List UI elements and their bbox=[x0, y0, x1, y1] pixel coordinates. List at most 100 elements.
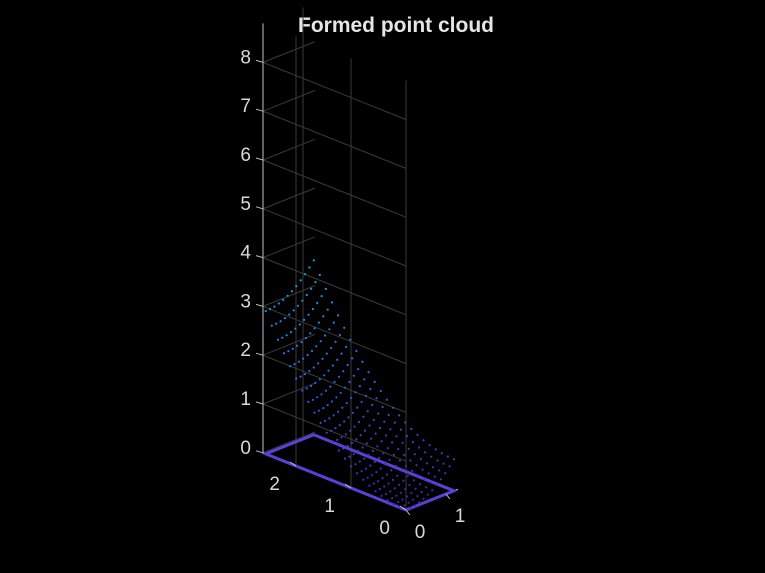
z-tick-mark bbox=[255, 157, 264, 161]
point bbox=[383, 420, 386, 423]
point bbox=[269, 308, 272, 311]
point bbox=[404, 421, 407, 424]
point bbox=[432, 466, 435, 469]
point bbox=[356, 472, 359, 475]
point bbox=[403, 453, 406, 457]
point bbox=[331, 440, 334, 443]
point bbox=[376, 445, 379, 448]
point bbox=[379, 389, 382, 393]
point bbox=[319, 421, 322, 424]
point bbox=[312, 259, 315, 262]
point bbox=[430, 455, 433, 458]
point bbox=[377, 456, 381, 460]
point bbox=[407, 501, 410, 504]
point bbox=[404, 488, 407, 491]
point bbox=[327, 369, 330, 372]
point bbox=[316, 301, 319, 304]
point bbox=[349, 338, 352, 341]
grid-line bbox=[261, 89, 407, 169]
point bbox=[293, 363, 296, 366]
z-tick-mark bbox=[255, 59, 264, 63]
point bbox=[295, 377, 298, 380]
point bbox=[356, 406, 359, 409]
point bbox=[350, 465, 353, 468]
point bbox=[325, 431, 328, 434]
y-tick-label: 0 bbox=[379, 518, 390, 539]
point bbox=[421, 468, 424, 471]
point bbox=[403, 504, 406, 507]
point bbox=[426, 493, 429, 496]
point bbox=[422, 497, 425, 500]
z-tick-label: 6 bbox=[240, 145, 251, 166]
point bbox=[350, 396, 353, 399]
point bbox=[299, 375, 302, 378]
point bbox=[423, 477, 426, 481]
point bbox=[312, 366, 315, 369]
z-tick-label: 5 bbox=[240, 194, 251, 215]
point bbox=[303, 318, 306, 321]
point bbox=[395, 435, 398, 438]
point bbox=[409, 459, 412, 462]
point bbox=[322, 315, 325, 318]
point bbox=[337, 375, 341, 378]
point bbox=[350, 441, 354, 444]
point bbox=[306, 353, 309, 357]
point bbox=[351, 357, 354, 360]
point bbox=[429, 481, 432, 484]
point bbox=[416, 433, 419, 436]
point bbox=[374, 432, 377, 435]
point bbox=[344, 345, 348, 348]
point bbox=[360, 470, 363, 473]
point bbox=[383, 485, 386, 488]
point bbox=[318, 378, 321, 381]
point bbox=[326, 308, 329, 311]
point bbox=[303, 373, 307, 376]
point bbox=[427, 472, 430, 475]
point bbox=[322, 407, 325, 410]
point bbox=[313, 411, 316, 414]
point bbox=[285, 334, 288, 337]
point bbox=[308, 266, 311, 269]
point bbox=[352, 453, 355, 456]
point bbox=[337, 410, 340, 413]
z-tick-mark bbox=[255, 401, 264, 405]
point bbox=[366, 476, 369, 479]
z-tick-mark bbox=[255, 352, 264, 356]
point bbox=[417, 474, 420, 477]
point bbox=[411, 441, 415, 444]
point bbox=[402, 479, 405, 482]
grid-line bbox=[261, 333, 407, 413]
point bbox=[405, 435, 409, 438]
point bbox=[362, 478, 365, 481]
point bbox=[442, 462, 445, 465]
point bbox=[294, 327, 297, 330]
point bbox=[369, 464, 372, 467]
point bbox=[296, 344, 299, 347]
point bbox=[314, 281, 317, 284]
point bbox=[408, 483, 411, 487]
point bbox=[398, 459, 402, 462]
y-tick-label: 1 bbox=[324, 496, 335, 517]
point bbox=[440, 452, 443, 455]
point bbox=[364, 394, 368, 397]
point bbox=[357, 368, 360, 371]
point bbox=[321, 357, 324, 360]
point bbox=[373, 380, 376, 383]
point bbox=[373, 460, 376, 464]
point bbox=[337, 449, 340, 452]
point bbox=[334, 340, 337, 343]
z-tick-label: 1 bbox=[240, 389, 251, 410]
point bbox=[372, 418, 375, 421]
grid-line bbox=[261, 41, 407, 121]
point bbox=[323, 419, 327, 422]
grid-line bbox=[261, 187, 407, 267]
point bbox=[298, 323, 301, 326]
point bbox=[317, 362, 320, 365]
point bbox=[313, 327, 316, 330]
point bbox=[401, 498, 404, 501]
point bbox=[347, 416, 350, 419]
point bbox=[370, 437, 373, 440]
point bbox=[431, 489, 434, 492]
point bbox=[435, 483, 438, 487]
